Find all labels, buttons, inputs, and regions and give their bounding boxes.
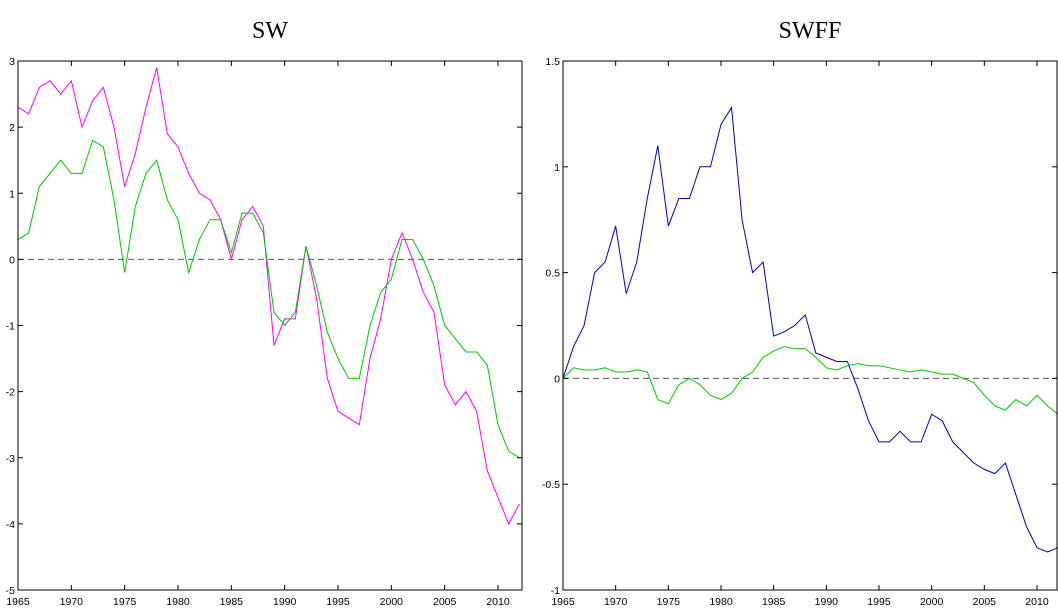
x-tick-label: 1985 [220, 596, 244, 608]
x-tick-label: 1990 [815, 596, 839, 608]
y-tick-label: 0 [9, 254, 15, 266]
x-tick-label: 1995 [326, 596, 350, 608]
y-tick-label: -5 [6, 585, 15, 597]
y-tick-label: -1 [551, 585, 560, 597]
x-tick-label: 2000 [380, 596, 404, 608]
x-tick-label: 1980 [709, 596, 733, 608]
y-tick-label: -0.5 [542, 479, 560, 491]
y-tick-label: -2 [6, 387, 15, 399]
x-tick-label: 1970 [604, 596, 628, 608]
y-tick-label: -1 [6, 321, 15, 333]
y-tick-label: 3 [9, 56, 15, 68]
y-tick-label: -4 [6, 519, 15, 531]
x-tick-label: 1995 [867, 596, 891, 608]
series-line [17, 139, 520, 459]
x-tick-label: 1970 [60, 596, 84, 608]
series-line [562, 346, 1058, 415]
x-tick-label: 1965 [6, 596, 30, 608]
x-tick-label: 1965 [551, 596, 575, 608]
x-tick-label: 2005 [433, 596, 457, 608]
y-tick-label: 1.5 [545, 56, 560, 68]
y-tick-label: 1 [9, 188, 15, 200]
series-line [17, 67, 520, 526]
x-tick-label: 1985 [762, 596, 786, 608]
x-tick-label: 2010 [1025, 596, 1049, 608]
x-tick-label: 1975 [113, 596, 137, 608]
x-tick-label: 1980 [166, 596, 190, 608]
y-tick-label: 2 [9, 122, 15, 134]
x-tick-label: 2000 [920, 596, 944, 608]
y-tick-label: 1 [554, 162, 560, 174]
chart-title: SWFF [779, 18, 842, 44]
x-tick-label: 1990 [273, 596, 297, 608]
axes-box [17, 60, 523, 591]
y-tick-label: -3 [6, 453, 15, 465]
series-line [562, 106, 1058, 553]
y-tick-label: 0.5 [545, 268, 560, 280]
axes-box [562, 60, 1058, 591]
y-tick-label: 0 [554, 373, 560, 385]
x-tick-label: 2005 [973, 596, 997, 608]
x-tick-label: 2010 [486, 596, 510, 608]
x-tick-label: 1975 [657, 596, 681, 608]
chart-title: SW [252, 18, 288, 44]
